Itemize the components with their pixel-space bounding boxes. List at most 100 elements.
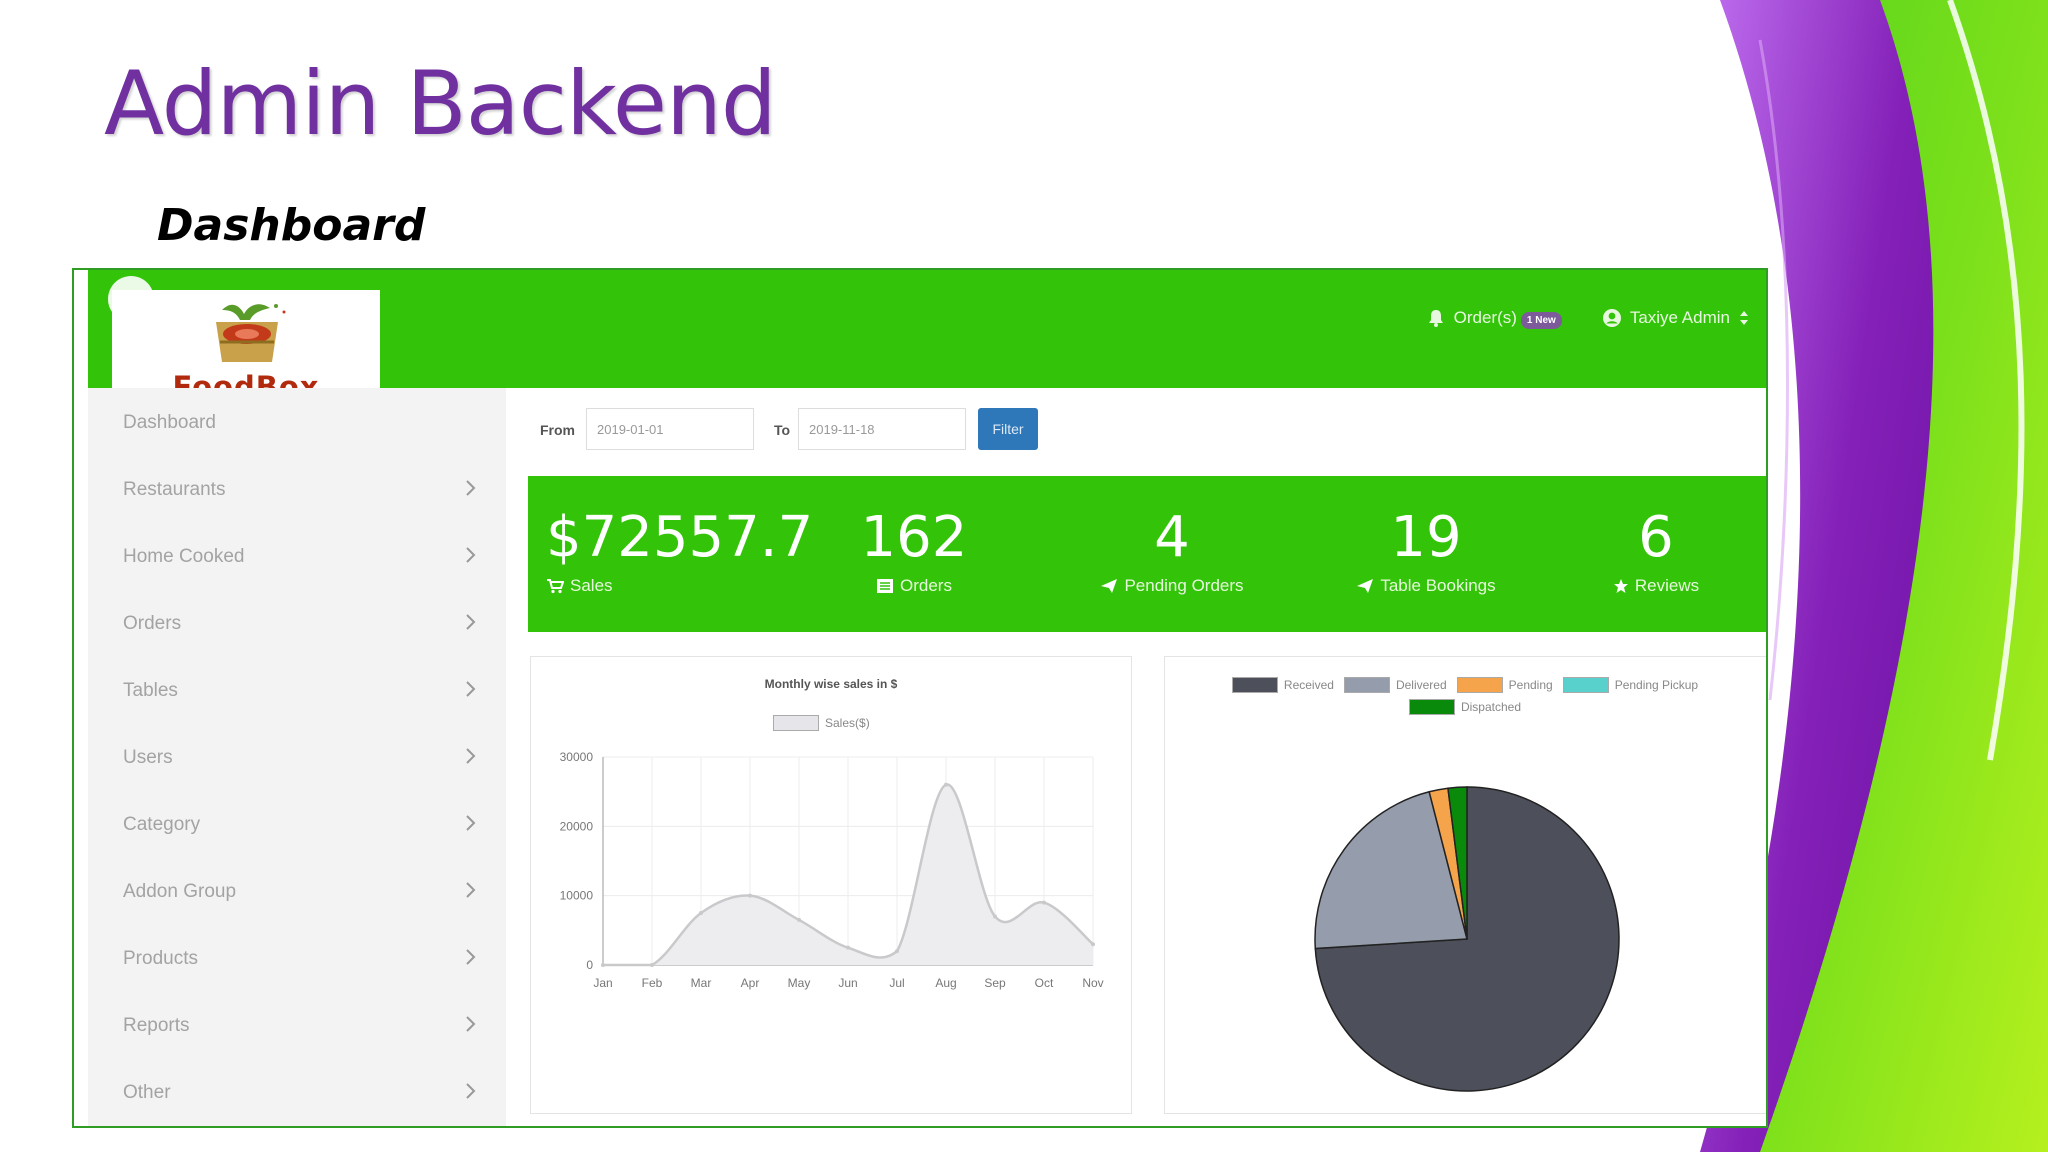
sidebar-item[interactable]: Reports bbox=[88, 991, 506, 1057]
bell-icon bbox=[1426, 308, 1446, 328]
legend-label: Dispatched bbox=[1460, 700, 1522, 714]
legend-swatch bbox=[1343, 677, 1390, 693]
sidebar-item[interactable]: Dashboard bbox=[88, 388, 506, 454]
orders-value: 162 bbox=[860, 505, 968, 570]
legend-item[interactable]: Delivered bbox=[1343, 677, 1447, 693]
food-basket-icon bbox=[216, 304, 286, 362]
stats-bar: $72557.7 Sales 162 Orders 4 Pending Orde… bbox=[528, 476, 1766, 632]
x-tick-label: Jun bbox=[838, 976, 857, 990]
series-area bbox=[603, 784, 1093, 965]
chevron-right-icon bbox=[466, 547, 476, 563]
data-point bbox=[601, 963, 605, 967]
slide-subtitle: Dashboard bbox=[157, 200, 426, 251]
sidebar-item-label: Reports bbox=[123, 1015, 190, 1036]
chevron-right-icon bbox=[466, 1016, 476, 1032]
caret-updown-icon[interactable] bbox=[1738, 308, 1758, 328]
pie-slice[interactable] bbox=[1447, 786, 1468, 940]
cart-icon bbox=[547, 579, 564, 594]
data-point bbox=[1042, 900, 1046, 905]
line-legend: Sales($) bbox=[773, 715, 870, 731]
legend-swatch bbox=[1456, 677, 1503, 693]
paper-plane-icon bbox=[1101, 579, 1118, 593]
chevron-right-icon bbox=[466, 480, 476, 496]
pie-legend: Received Delivered Pending Pending Pickup Di… bbox=[1205, 677, 1725, 715]
sidebar-item-label: Restaurants bbox=[123, 479, 226, 500]
stat-reviews: 6 Reviews bbox=[1576, 506, 1736, 596]
x-tick-label: Feb bbox=[642, 976, 663, 990]
series-line bbox=[603, 783, 1094, 967]
y-tick-label: 30000 bbox=[560, 750, 594, 764]
data-point bbox=[650, 963, 654, 967]
sidebar-item[interactable]: Users bbox=[88, 723, 506, 789]
from-label: From bbox=[540, 422, 575, 438]
data-point bbox=[944, 782, 948, 787]
legend-label: Delivered bbox=[1395, 678, 1447, 692]
sidebar-item[interactable]: Home Cooked bbox=[88, 522, 506, 588]
sidebar-item-label: Addon Group bbox=[123, 881, 237, 902]
filter-button[interactable]: Filter bbox=[978, 408, 1038, 450]
user-circle-icon bbox=[1602, 308, 1622, 328]
sidebar-item-label: Products bbox=[123, 948, 198, 969]
x-tick-label: Sep bbox=[984, 976, 1006, 990]
legend-label: Pending Pickup bbox=[1614, 678, 1699, 692]
star-icon bbox=[1613, 579, 1628, 593]
navbar-right: Order(s) 1 New Taxiye Admin bbox=[1426, 308, 1758, 329]
pie-chart bbox=[1314, 786, 1620, 1092]
y-tick-label: 10000 bbox=[560, 889, 594, 903]
orders-menu[interactable]: Order(s) 1 New bbox=[1454, 308, 1562, 329]
sidebar-item-label: Users bbox=[123, 747, 173, 768]
legend-swatch bbox=[1408, 699, 1455, 715]
data-point bbox=[748, 893, 752, 898]
x-tick-label: May bbox=[788, 976, 811, 990]
list-icon bbox=[877, 579, 894, 593]
reviews-value: 6 bbox=[1638, 505, 1674, 570]
stat-sales: $72557.7 Sales bbox=[546, 505, 814, 596]
sidebar-item[interactable]: Addon Group bbox=[88, 857, 506, 923]
pie-slice[interactable] bbox=[1314, 790, 1468, 950]
sidebar-item[interactable]: Category bbox=[88, 790, 506, 856]
slide-title: Admin Backend bbox=[104, 52, 777, 155]
sidebar-item[interactable]: Orders bbox=[88, 589, 506, 655]
y-tick-label: 20000 bbox=[560, 819, 594, 833]
data-point bbox=[797, 917, 801, 922]
new-orders-badge: 1 New bbox=[1520, 312, 1562, 329]
data-point bbox=[699, 911, 703, 915]
legend-item[interactable]: Pending Pickup bbox=[1562, 677, 1699, 693]
legend-swatch bbox=[1562, 677, 1609, 693]
sidebar-item-label: Home Cooked bbox=[123, 546, 245, 567]
line-chart: 0 10000 20000 30000 Jan Feb Mar Apr May Jun Jul Aug… bbox=[560, 750, 1104, 990]
x-tick-label: Nov bbox=[1082, 976, 1103, 990]
sales-value: $72557.7 bbox=[546, 505, 814, 570]
sidebar-item[interactable]: Other bbox=[88, 1058, 506, 1124]
to-label: To bbox=[774, 422, 791, 438]
legend-swatch bbox=[1231, 677, 1278, 693]
sidebar-item[interactable]: Tables bbox=[88, 656, 506, 722]
reviews-label: Reviews bbox=[1634, 576, 1700, 595]
data-point bbox=[1091, 942, 1095, 947]
sidebar: Dashboard Restaurants Home Cooked Orders Tab… bbox=[88, 388, 506, 1126]
orders-label: Orders bbox=[900, 576, 952, 595]
legend-item[interactable]: Pending bbox=[1456, 677, 1553, 693]
data-point bbox=[993, 914, 997, 919]
from-date-input[interactable] bbox=[586, 408, 754, 450]
table-bookings-value: 19 bbox=[1390, 505, 1462, 570]
x-tick-label: Apr bbox=[741, 976, 760, 990]
legend-item[interactable]: Received bbox=[1231, 677, 1334, 693]
sales-label: Sales bbox=[570, 576, 613, 595]
stat-table-bookings: 19 Table Bookings bbox=[1306, 506, 1546, 596]
sidebar-item[interactable]: Products bbox=[88, 924, 506, 990]
sidebar-item-label: Tables bbox=[123, 680, 178, 701]
user-menu[interactable]: Taxiye Admin bbox=[1629, 308, 1730, 327]
chevron-right-icon bbox=[466, 681, 476, 697]
legend-item[interactable]: Dispatched bbox=[1408, 699, 1522, 715]
x-tick-label: Oct bbox=[1035, 976, 1054, 990]
x-tick-label: Jul bbox=[889, 976, 904, 990]
table-bookings-label: Table Bookings bbox=[1380, 576, 1496, 595]
sales-chart-panel: Monthly wise sales in $ Sales($) 0 10000 2… bbox=[530, 656, 1132, 1114]
paper-plane-icon bbox=[1357, 579, 1374, 593]
legend-label: Received bbox=[1283, 678, 1334, 692]
to-date-input[interactable] bbox=[798, 408, 966, 450]
sidebar-item[interactable]: Restaurants bbox=[88, 455, 506, 521]
chart-title: Monthly wise sales in $ bbox=[764, 677, 898, 691]
